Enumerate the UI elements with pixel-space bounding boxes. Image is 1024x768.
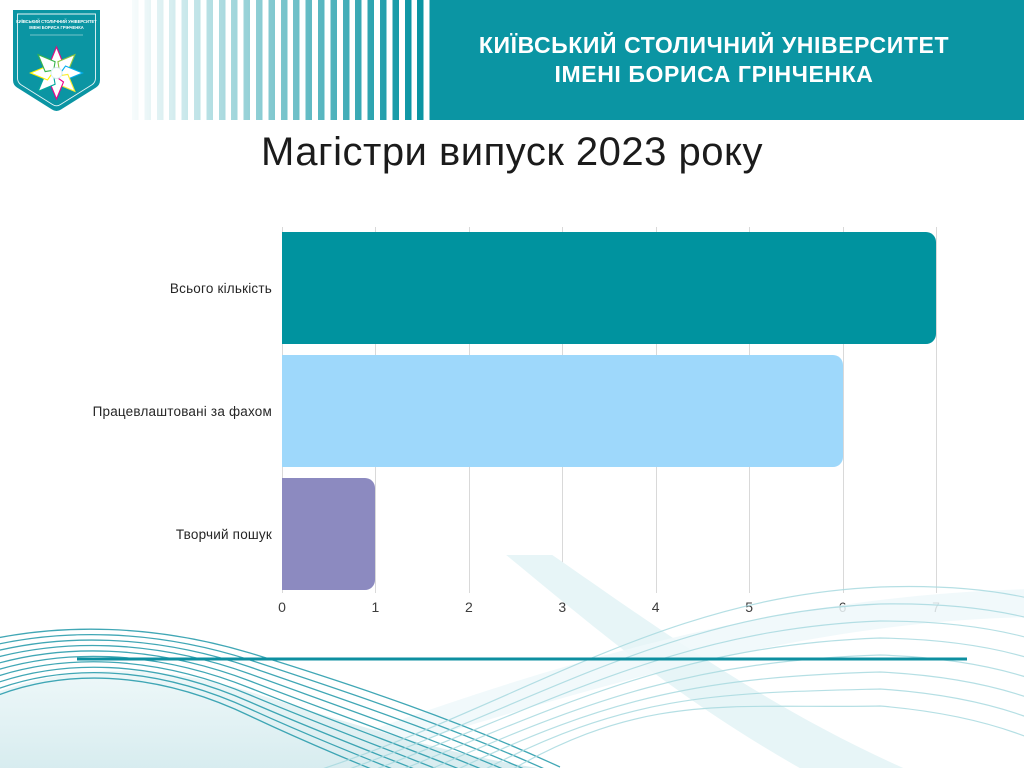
chart-bar: [282, 355, 843, 467]
header-band: КИЇВСЬКИЙ СТОЛИЧНИЙ УНІВЕРСИТЕТ ІМЕНІ БО…: [430, 0, 1024, 120]
wave-fill-bottom-left: [0, 670, 539, 768]
x-tick-label: 2: [464, 599, 473, 615]
x-tick-label: 3: [558, 599, 567, 615]
university-name-line1: КИЇВСЬКИЙ СТОЛИЧНИЙ УНІВЕРСИТЕТ: [478, 32, 950, 58]
wave-lines-right: [323, 585, 1024, 768]
university-logo: КИЇВСЬКИЙ СТОЛИЧНИЙ УНІВЕРСИТЕТ ІМЕНІ БО…: [13, 10, 100, 111]
wave-lines-left: [0, 628, 561, 768]
wave-ribbon-diagonal: [506, 555, 904, 768]
category-label: Працевлаштовані за фахом: [92, 403, 272, 419]
bar-chart: 01234567Всього кількістьПрацевлаштовані …: [0, 227, 1024, 627]
wave-decoration: [0, 555, 1024, 768]
category-label: Творчий пошук: [175, 526, 272, 542]
header-stripes-decoration: [132, 0, 432, 120]
logo-star-emblem: [29, 45, 84, 101]
chart-bar: [282, 478, 376, 590]
x-tick-label: 1: [371, 599, 380, 615]
category-label: Всього кількість: [169, 280, 272, 296]
page-title: Магістри випуск 2023 року: [261, 130, 763, 174]
x-tick-label: 4: [651, 599, 660, 615]
gridline: [936, 227, 937, 593]
x-tick-label: 0: [278, 599, 286, 615]
chart-bar: [282, 232, 936, 344]
logo-text-line2: ІМЕНІ БОРИСА ГРІНЧЕНКА: [29, 25, 83, 30]
x-tick-label: 5: [745, 599, 754, 615]
gridline: [842, 227, 844, 593]
university-name-line2: ІМЕНІ БОРИСА ГРІНЧЕНКА: [554, 61, 874, 87]
logo-text-line1: КИЇВСЬКИЙ СТОЛИЧНИЙ УНІВЕРСИТЕТ: [16, 19, 97, 24]
